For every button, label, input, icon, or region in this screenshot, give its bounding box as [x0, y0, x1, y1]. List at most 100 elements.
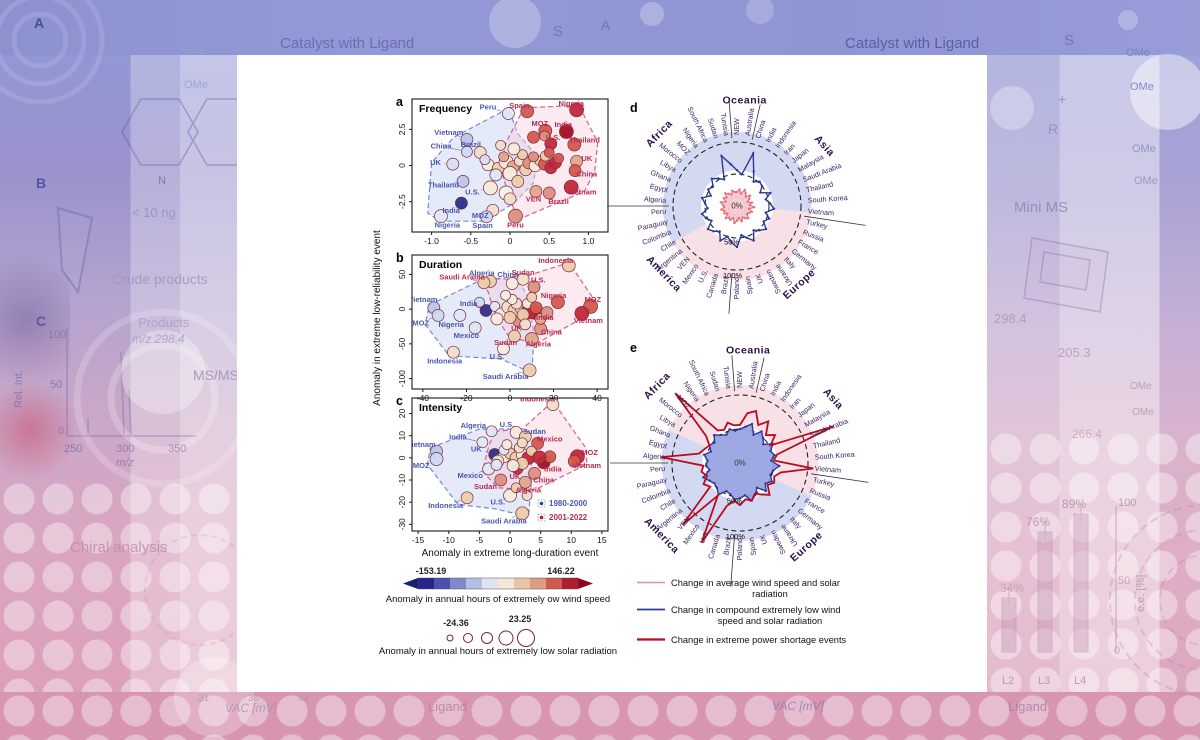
era-legend-dot	[539, 515, 544, 520]
colorbar-right-arrow	[578, 578, 593, 589]
radar-vertex-dot	[704, 217, 708, 220]
point-label: Sudan	[523, 427, 546, 436]
x-tick-label: 0	[508, 236, 513, 246]
data-point	[477, 276, 491, 290]
point-label: U.S.	[531, 276, 546, 285]
region-label: Oceania	[726, 344, 770, 356]
radar-vertex-dot	[729, 493, 732, 496]
radar-vertex-dot	[772, 207, 776, 210]
colorbar-segment	[498, 578, 514, 589]
radar-vertex-dot	[723, 205, 726, 209]
research-figure: Peru Vietnam China Brazil UK Thailand U.S. Indi…	[372, 94, 869, 657]
x-tick-label: -10	[443, 535, 456, 545]
radar-vertex-dot	[729, 218, 732, 221]
radar-panel-e: 50%100%0%NEW AustraliaChinaIndiaIndonesia…	[610, 341, 869, 587]
region-separator	[804, 215, 866, 226]
radar-vertex-dot	[769, 202, 772, 205]
point-label: U.S.	[500, 420, 515, 429]
radar-vertex-dot	[769, 191, 772, 195]
country-label: South Korea	[814, 450, 855, 462]
point-label: Mexico	[454, 331, 480, 340]
label-leader	[561, 262, 565, 264]
region-separator	[731, 355, 735, 392]
radar-vertex-dot	[750, 422, 754, 426]
radar-vertex-dot	[719, 201, 722, 204]
radar-vertex-dot	[725, 433, 728, 436]
data-point	[505, 277, 519, 290]
data-point	[503, 311, 517, 324]
radar-vertex-dot	[738, 497, 742, 500]
radar-vertex-dot	[764, 227, 768, 231]
y-tick-label: -30	[397, 518, 407, 531]
point-label: MOZ	[413, 461, 430, 470]
point-label: MOZ	[472, 211, 489, 220]
radar-vertex-dot	[727, 192, 730, 195]
data-point	[546, 398, 560, 411]
radar-vertex-dot	[712, 230, 715, 233]
country-label: Egypt	[649, 181, 669, 194]
label-leader	[496, 109, 502, 112]
figure-legends: Anomaly in extreme low-reliability event…	[372, 230, 847, 657]
data-point	[551, 295, 565, 310]
data-point	[446, 157, 460, 171]
radar-vertex-dot	[706, 459, 709, 462]
country-label: Indonesia	[773, 119, 798, 150]
point-label: U.S.	[490, 352, 505, 361]
point-label: Brazil	[548, 197, 568, 206]
data-point	[503, 192, 517, 206]
radar-vertex-dot	[744, 217, 747, 220]
point-label: Thailand	[569, 136, 600, 145]
radar-vertex-dot	[708, 479, 711, 482]
data-point	[500, 289, 511, 301]
data-point	[460, 133, 474, 146]
colorbar-min: -153.19	[416, 566, 447, 576]
radar-vertex-dot	[719, 433, 722, 437]
data-point	[489, 168, 503, 182]
country-label: Brazil	[721, 536, 733, 556]
point-label: India	[536, 313, 554, 322]
label-leader	[486, 211, 489, 214]
radar-vertex-dot	[702, 476, 705, 479]
label-leader	[581, 453, 586, 456]
radar-vertex-dot	[713, 441, 716, 444]
legend-label: radiation	[752, 589, 788, 599]
point-label: UK	[509, 472, 520, 481]
radar-vertex-dot	[733, 429, 737, 432]
data-point	[559, 124, 574, 139]
data-point	[507, 142, 521, 156]
data-point	[447, 345, 460, 359]
radar-vertex-dot	[769, 473, 772, 477]
data-point	[529, 301, 543, 315]
data-point	[490, 459, 503, 471]
country-label: Brazil	[719, 275, 731, 295]
point-label: UK	[430, 158, 441, 167]
radar-vertex-dot	[752, 152, 755, 155]
era-legend-dot	[539, 501, 544, 506]
ring-label-0: 0%	[734, 459, 746, 468]
data-point	[480, 210, 493, 224]
radar-vertex-dot	[730, 241, 733, 244]
background-bottom-band	[0, 692, 1200, 740]
region-separator	[811, 473, 869, 483]
radar-vertex-dot	[708, 468, 711, 472]
point-label: UK	[581, 154, 592, 163]
data-point	[489, 301, 501, 312]
radar-vertex-dot	[752, 229, 755, 232]
country-label: UK	[753, 272, 765, 284]
size-legend-circle	[481, 632, 493, 644]
point-label: Algeria	[469, 269, 495, 278]
x-tick-label: -0.5	[463, 236, 478, 246]
ee-bar-chart-sketch	[1001, 504, 1117, 653]
radar-vertex-dot	[738, 188, 741, 191]
country-label: Tunisia	[719, 112, 731, 136]
point-label: Vietnam	[568, 188, 597, 197]
colorbar-segment	[418, 578, 434, 589]
radar-vertex-dot	[710, 177, 713, 180]
point-label: Spain	[509, 101, 530, 110]
country-label: Poland	[732, 277, 741, 299]
label-leader	[449, 147, 461, 151]
radar-vertex-dot	[762, 443, 765, 446]
plot-area-b: Vietnam MOZ Nigeria India Mexico Indonesia U.S…	[412, 256, 603, 381]
legend-label: speed and solar radiation	[718, 616, 822, 626]
